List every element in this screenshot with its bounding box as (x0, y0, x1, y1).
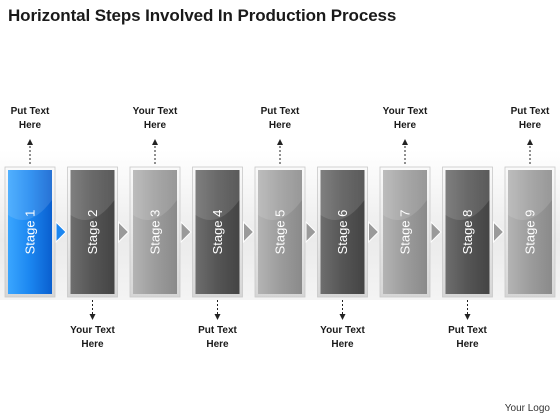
callout-line: Here (18, 120, 42, 131)
callout-text: Put Text Here (250, 105, 310, 133)
connector-arrow (368, 220, 380, 244)
stage-sheen (195, 170, 240, 220)
page-title: Horizontal Steps Involved In Production … (8, 6, 397, 25)
stage-label: Stage 7 (398, 210, 413, 255)
callout-line: Put Text (10, 106, 50, 117)
stage-label: Stage 3 (148, 210, 163, 255)
callout-line: Your Text (132, 106, 178, 117)
callout-line: Here (331, 339, 354, 350)
connector-arrow (243, 220, 255, 244)
callout-text: Your Text Here (63, 324, 123, 352)
stage-sheen (383, 170, 427, 220)
callout-line: Your Text (70, 325, 115, 336)
stage-box (133, 170, 177, 294)
callout-line: Here (268, 120, 292, 131)
callout-text: Put Text Here (0, 105, 60, 133)
connector-arrow (55, 220, 67, 244)
stage-label: Stage 5 (273, 210, 288, 255)
connector-arrow (493, 220, 505, 244)
connector-arrow (180, 220, 192, 244)
stage-label: Stage 4 (210, 210, 225, 255)
stage-box (258, 170, 302, 294)
stage-box (70, 170, 115, 294)
callout-line: Put Text (260, 106, 300, 117)
stage-label: Stage 9 (523, 210, 538, 255)
connector-arrow (118, 220, 130, 244)
logo-text: Your Logo (504, 403, 550, 414)
stage-box (8, 170, 52, 294)
stage-label: Stage 8 (460, 210, 475, 255)
callout-line: Put Text (510, 106, 550, 117)
callout-text: Put Text Here (188, 324, 248, 352)
stage-label: Stage 6 (335, 210, 350, 255)
callout-line: Put Text (198, 325, 237, 336)
stage-sheen (258, 170, 302, 220)
stage-label: Stage 1 (23, 210, 38, 255)
stage-sheen (133, 170, 177, 220)
connector-arrow (305, 220, 317, 244)
stage-sheen (445, 170, 490, 220)
callout-text: Put Text Here (438, 324, 498, 352)
stage-box (445, 170, 490, 294)
callout-line: Here (143, 120, 167, 131)
callout-line: Here (518, 120, 542, 131)
stage-label: Stage 2 (85, 210, 100, 255)
stage-sheen (8, 170, 52, 220)
callout-text: Your Text Here (125, 105, 185, 133)
callout-line: Here (81, 339, 104, 350)
stage-sheen (320, 170, 365, 220)
connector-arrow (430, 220, 442, 244)
stage-box (195, 170, 240, 294)
stage-sheen (70, 170, 115, 220)
stage-box (383, 170, 427, 294)
callout-line: Here (206, 339, 229, 350)
stage-sheen (508, 170, 552, 220)
callout-line: Here (456, 339, 479, 350)
callout-line: Here (393, 120, 417, 131)
callout-line: Your Text (382, 106, 428, 117)
callout-text: Your Text Here (375, 105, 435, 133)
stage-box (320, 170, 365, 294)
callout-text: Your Text Here (313, 324, 373, 352)
callout-line: Put Text (448, 325, 487, 336)
callout-text: Put Text Here (500, 105, 560, 133)
stage-box (508, 170, 552, 294)
callout-line: Your Text (320, 325, 365, 336)
